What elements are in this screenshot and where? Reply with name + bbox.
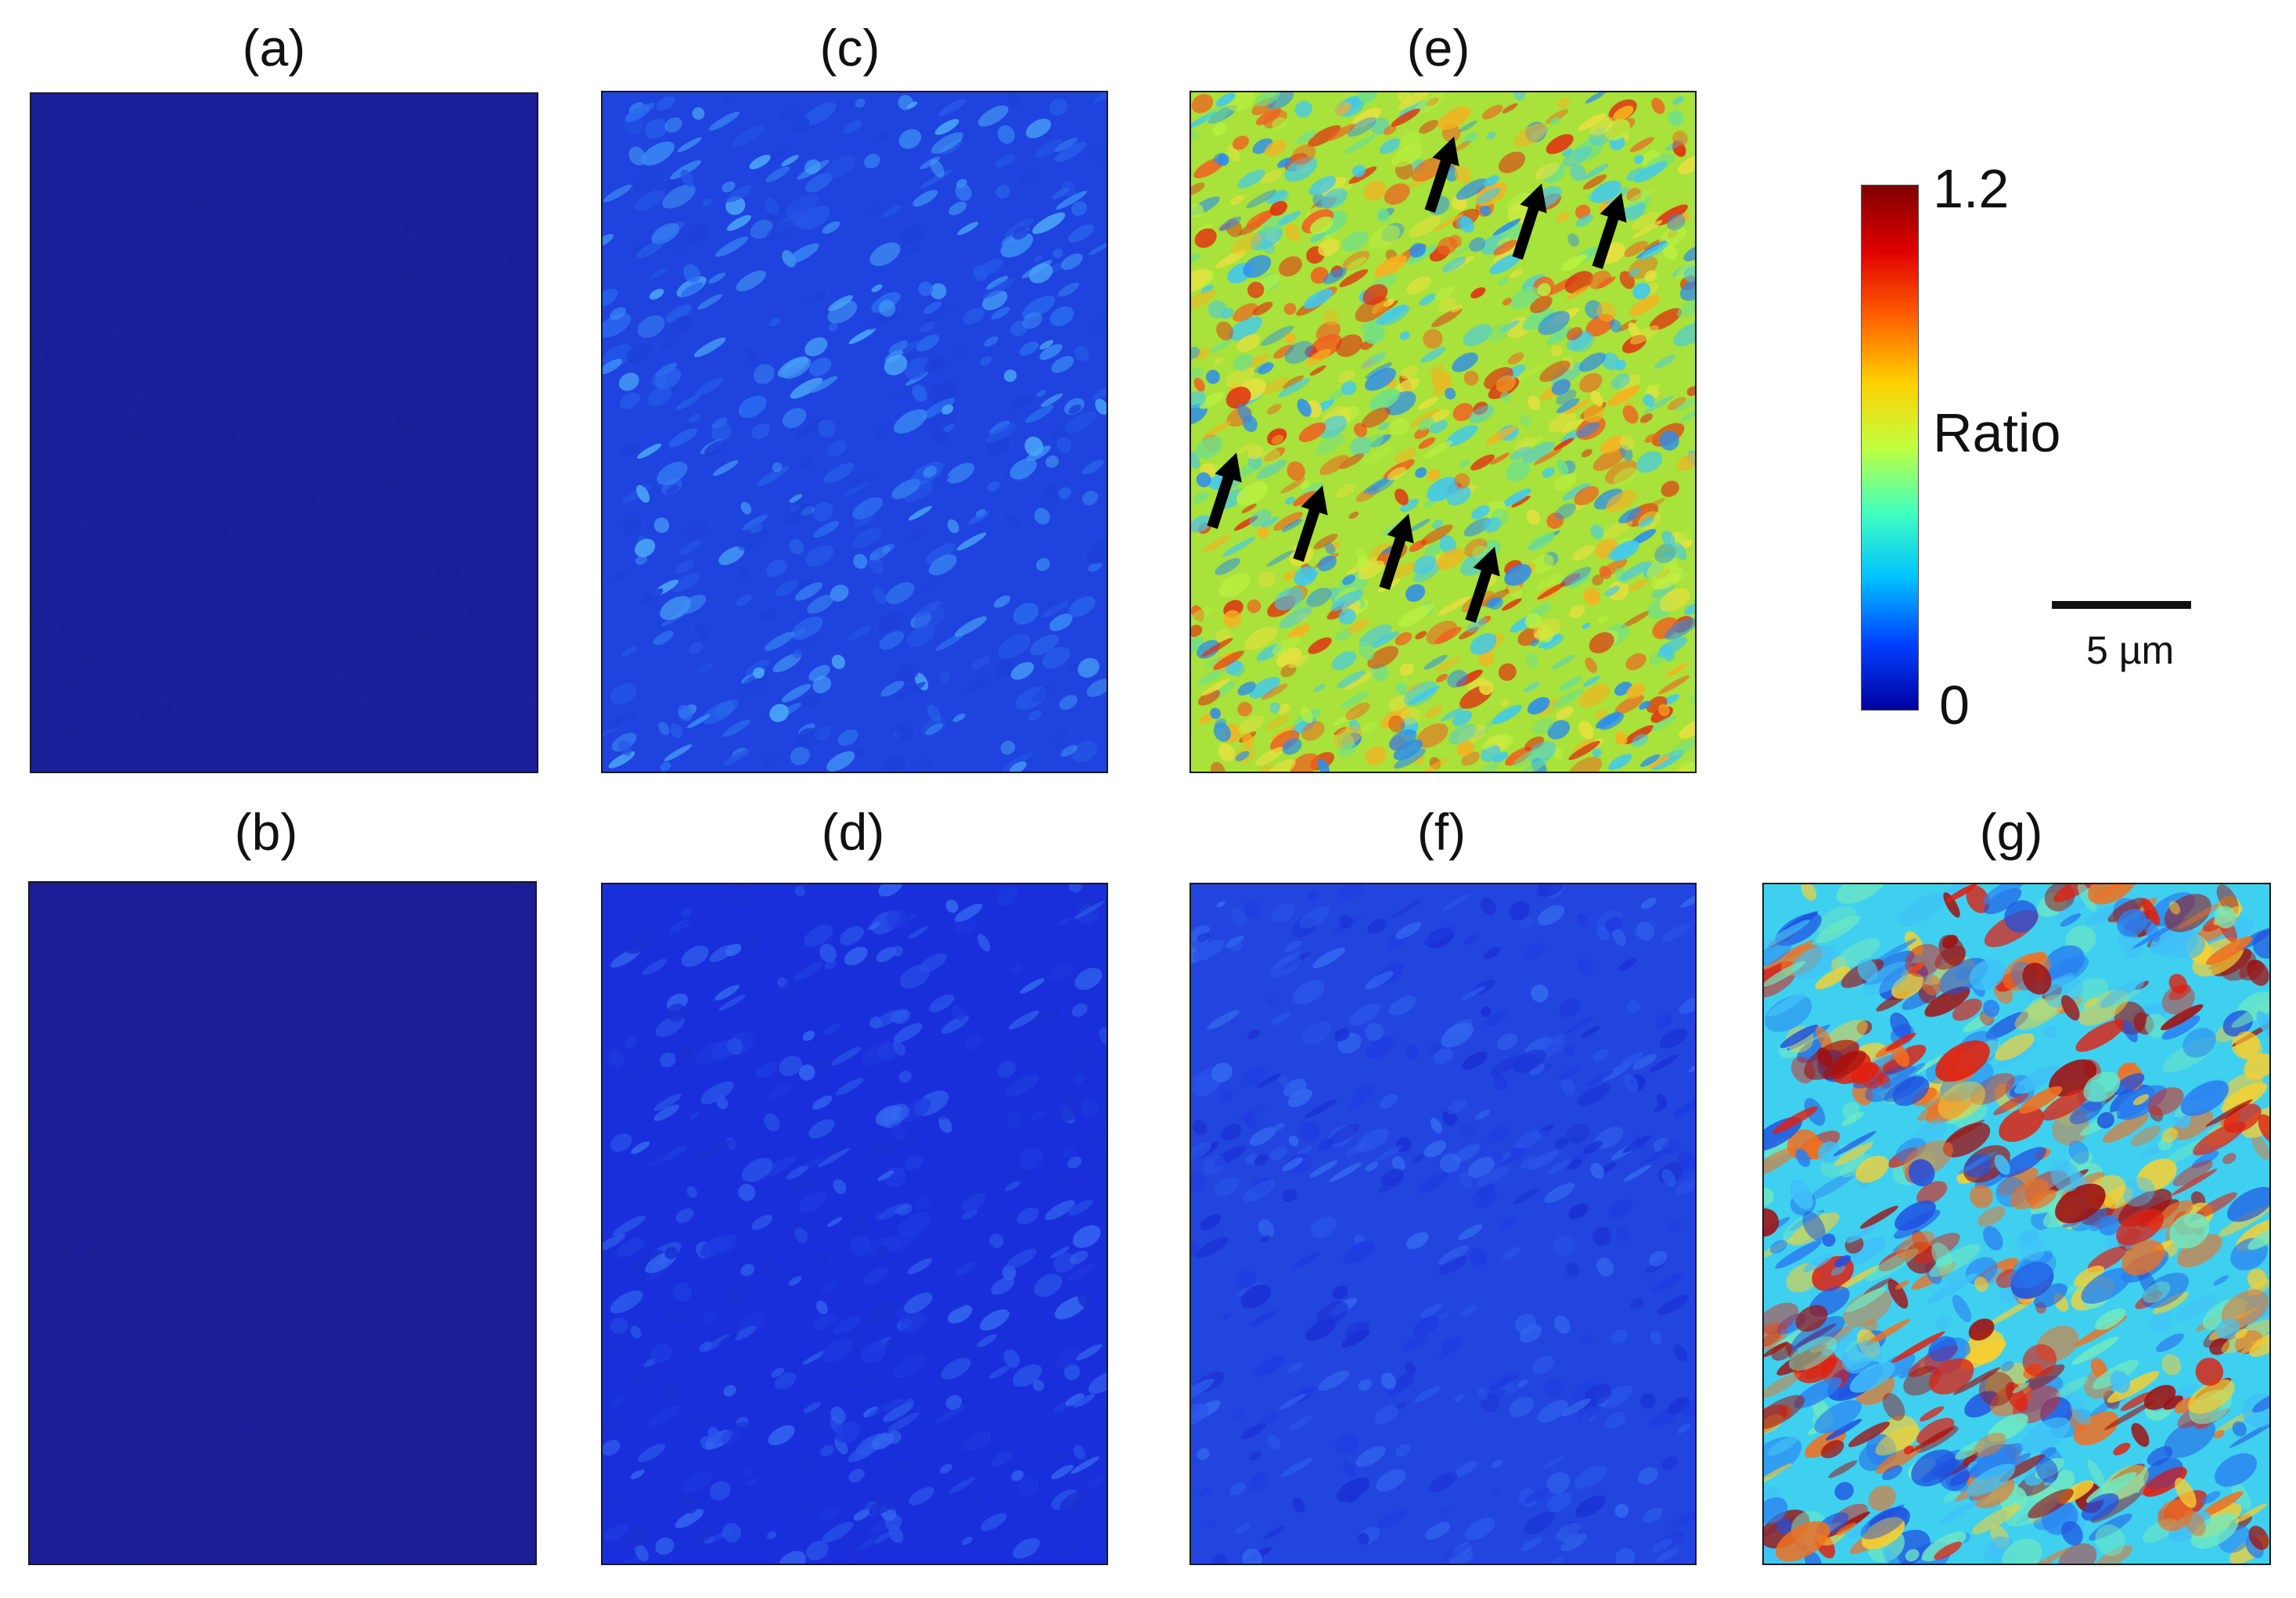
panel-label-f: (f) (1416, 803, 1466, 861)
panel-a-map (30, 92, 538, 773)
arrow-up-icon (1207, 452, 1242, 529)
panel-label-b: (b) (234, 803, 298, 861)
colorbar-min-label: 0 (1939, 675, 1970, 736)
panel-label-g: (g) (1979, 803, 2043, 861)
colorbar (1861, 185, 1919, 711)
panel-g-map (1762, 883, 2271, 1565)
panel-e-map (1189, 91, 1697, 773)
panel-d-map (601, 883, 1108, 1565)
panel-label-e: (e) (1406, 19, 1470, 77)
scale-bar-label: 5 µm (2086, 628, 2175, 672)
panel-label-c: (c) (819, 19, 880, 77)
arrow-up-icon (1424, 136, 1459, 213)
panel-b-map (28, 881, 537, 1565)
panel-c-map (601, 91, 1108, 773)
arrow-up-icon (1512, 183, 1547, 260)
panel-f-map (1189, 883, 1697, 1565)
arrow-up-icon (1465, 546, 1500, 623)
colorbar-title: Ratio (1933, 402, 2061, 463)
arrow-up-icon (1293, 485, 1328, 562)
arrow-up-icon (1379, 513, 1414, 590)
arrow-up-icon (1592, 193, 1627, 269)
scale-bar (2052, 601, 2191, 609)
panel-label-d: (d) (821, 803, 885, 861)
panel-label-a: (a) (242, 19, 306, 77)
colorbar-max-label: 1.2 (1933, 158, 2010, 219)
